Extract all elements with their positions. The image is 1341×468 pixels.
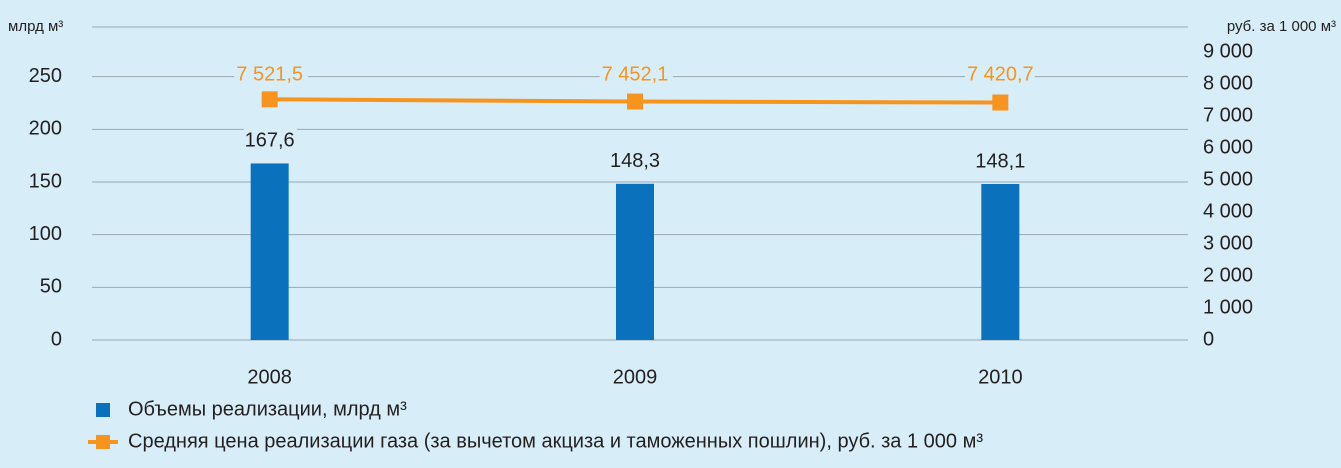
y-tick-label: 100	[29, 223, 62, 245]
line-marker	[261, 91, 278, 108]
bar-value-label: 148,1	[975, 150, 1025, 172]
line-value-label: 7 521,5	[236, 63, 303, 85]
y2-tick-label: 5 000	[1203, 168, 1253, 190]
bar	[981, 184, 1020, 340]
y2-tick-label: 6 000	[1203, 136, 1253, 158]
bar-value-label: 167,6	[245, 130, 295, 152]
line-value-label: 7 420,7	[967, 63, 1034, 85]
x-tick-label: 2009	[613, 366, 658, 388]
y2-tick-label: 0	[1203, 328, 1214, 350]
bar-value-label: 148,3	[610, 150, 660, 172]
y-tick-label: 150	[29, 170, 62, 192]
y2-tick-label: 9 000	[1203, 40, 1253, 62]
x-tick-label: 2010	[978, 366, 1023, 388]
bar	[616, 183, 654, 340]
y2-tick-label: 3 000	[1203, 232, 1253, 254]
line-marker	[992, 94, 1009, 111]
legend-label: Объемы реализации, млрд м³	[128, 398, 407, 420]
y2-tick-label: 8 000	[1203, 72, 1253, 94]
x-tick-label: 2008	[247, 366, 292, 388]
line-marker	[627, 93, 643, 110]
legend-label: Средняя цена реализации газа (за вычетом…	[128, 430, 983, 452]
y2-tick-label: 1 000	[1203, 296, 1253, 318]
legend-swatch	[96, 435, 110, 449]
y2-tick-label: 7 000	[1203, 104, 1253, 126]
y-tick-label: 250	[29, 65, 62, 87]
y2-tick-label: 4 000	[1203, 200, 1253, 222]
y-tick-label: 200	[29, 118, 62, 140]
line-value-label: 7 452,1	[602, 63, 669, 85]
legend-swatch	[96, 403, 110, 417]
y2-axis-title: руб. за 1 000 м³	[1227, 18, 1336, 35]
y-tick-label: 0	[51, 328, 62, 350]
y-axis-title: млрд м³	[8, 18, 63, 35]
y2-tick-label: 2 000	[1203, 264, 1253, 286]
y-tick-label: 50	[40, 276, 62, 298]
bar	[250, 163, 289, 340]
